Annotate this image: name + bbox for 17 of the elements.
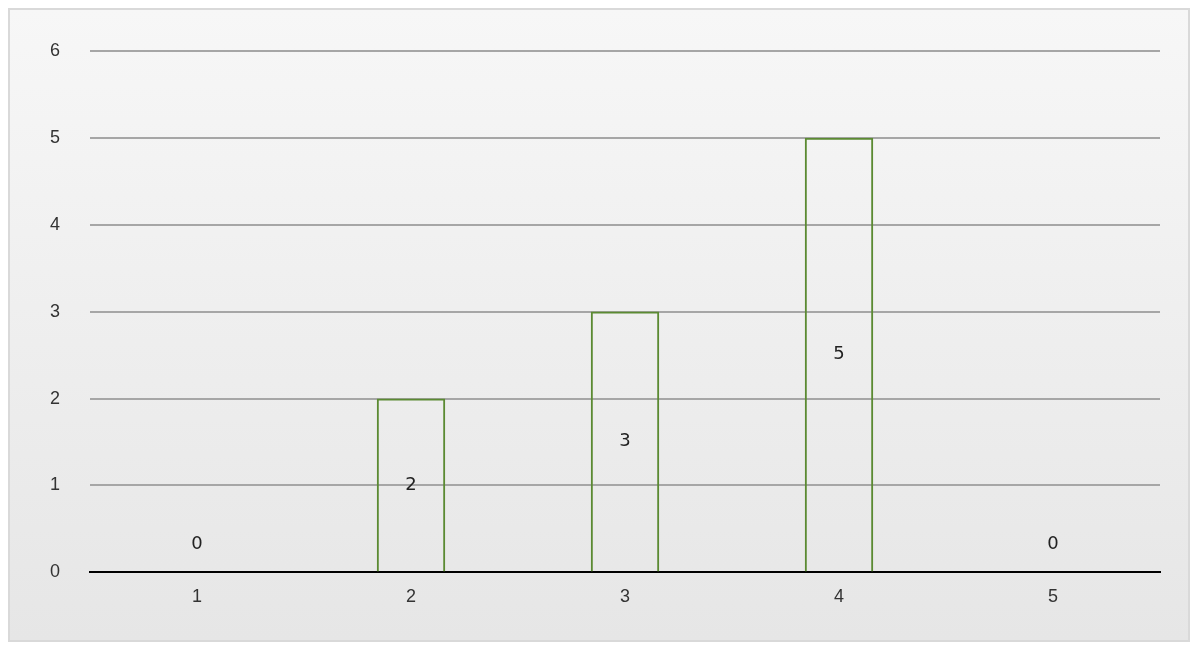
x-tick-label: 3: [620, 586, 631, 607]
x-tick-label: 2: [406, 586, 417, 607]
data-label: 2: [405, 472, 417, 494]
data-label: 0: [1047, 532, 1059, 554]
y-tick-label: 6: [50, 39, 61, 60]
y-tick-label: 2: [50, 387, 61, 408]
y-tick-label: 0: [50, 561, 61, 582]
x-tick-label: 4: [834, 586, 845, 607]
y-tick-label: 4: [50, 213, 61, 234]
data-label: 5: [833, 342, 845, 364]
data-label: 3: [619, 429, 631, 451]
x-tick-label: 1: [192, 586, 203, 607]
y-tick-label: 1: [50, 474, 61, 495]
x-tick-label: 5: [1047, 586, 1059, 607]
y-tick-label: 3: [50, 300, 61, 321]
data-label: 0: [191, 532, 203, 554]
y-tick-label: 5: [50, 126, 61, 147]
